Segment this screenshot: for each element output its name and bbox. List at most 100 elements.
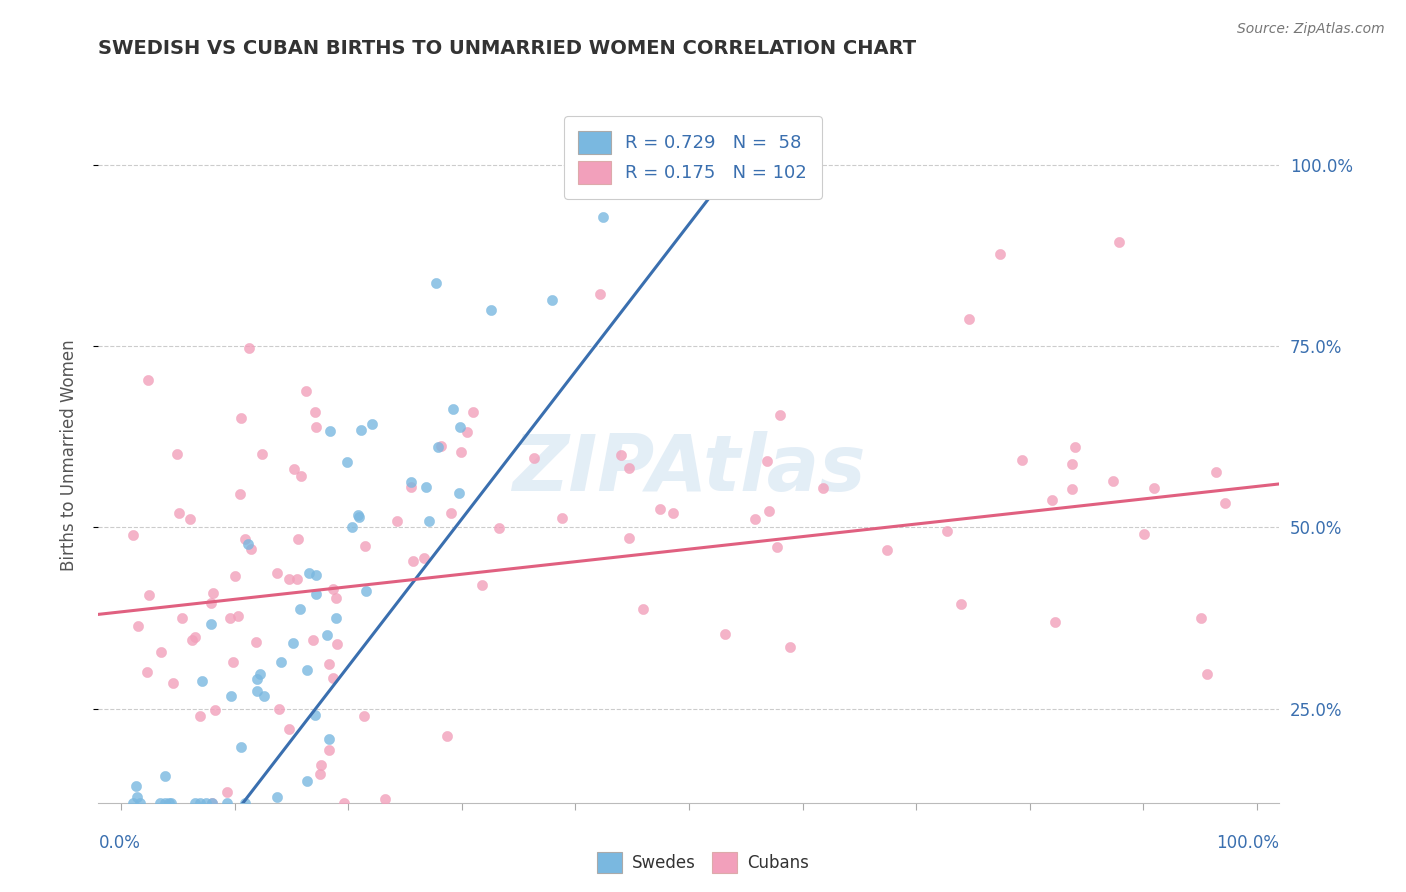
Point — [297, 774, 319, 789]
Point — [336, 455, 359, 469]
Point — [183, 630, 205, 644]
Point — [588, 287, 610, 301]
Point — [1213, 496, 1236, 510]
Text: 0.0%: 0.0% — [98, 834, 141, 852]
Point — [302, 632, 325, 647]
Point — [325, 611, 347, 625]
Point — [610, 448, 633, 462]
Point — [332, 796, 354, 810]
Point — [661, 506, 683, 520]
Point — [231, 739, 253, 754]
Point — [122, 528, 145, 542]
Point — [449, 419, 471, 434]
Point — [246, 683, 269, 698]
Point — [188, 796, 211, 810]
Point — [418, 514, 440, 528]
Point — [190, 674, 212, 689]
Point — [385, 514, 408, 528]
Point — [340, 519, 363, 533]
Point — [250, 447, 273, 461]
Point — [551, 511, 574, 525]
Point — [1045, 615, 1067, 629]
Point — [224, 568, 246, 582]
Point — [769, 408, 792, 422]
Point — [219, 611, 242, 625]
Point — [304, 405, 326, 419]
Point — [415, 480, 437, 494]
Point — [744, 512, 766, 526]
Point — [876, 543, 898, 558]
Point — [714, 121, 737, 136]
Point — [200, 617, 222, 632]
Point — [233, 796, 256, 810]
Point — [440, 506, 463, 520]
Point — [138, 588, 160, 602]
Point — [201, 796, 224, 810]
Point — [412, 550, 434, 565]
Point — [162, 676, 184, 690]
Point — [136, 373, 159, 387]
Text: 100.0%: 100.0% — [1216, 834, 1279, 852]
Point — [988, 247, 1011, 261]
Point — [266, 566, 288, 580]
Point — [479, 303, 502, 318]
Point — [779, 640, 801, 654]
Point — [353, 709, 375, 723]
Point — [200, 596, 222, 610]
Point — [228, 609, 250, 624]
Point — [167, 506, 190, 520]
Point — [399, 480, 422, 494]
Point — [1062, 483, 1084, 497]
Point — [354, 583, 377, 598]
Point — [222, 656, 245, 670]
Point — [229, 411, 252, 425]
Point — [318, 657, 340, 671]
Point — [471, 578, 494, 592]
Point — [283, 462, 305, 476]
Point — [935, 524, 957, 538]
Point — [253, 689, 276, 703]
Point — [449, 486, 471, 500]
Point — [179, 511, 201, 525]
Point — [246, 672, 269, 686]
Point — [450, 445, 472, 459]
Point — [285, 572, 308, 586]
Text: SWEDISH VS CUBAN BIRTHS TO UNMARRIED WOMEN CORRELATION CHART: SWEDISH VS CUBAN BIRTHS TO UNMARRIED WOM… — [98, 39, 917, 58]
Point — [350, 424, 373, 438]
Point — [1101, 475, 1123, 489]
Point — [288, 602, 311, 616]
Point — [347, 509, 370, 524]
Point — [322, 582, 344, 597]
Point — [1195, 666, 1218, 681]
Point — [401, 475, 423, 489]
Point — [318, 743, 340, 757]
Text: Source: ZipAtlas.com: Source: ZipAtlas.com — [1237, 22, 1385, 37]
Point — [441, 402, 464, 417]
Point — [172, 611, 194, 625]
Point — [304, 587, 326, 601]
Point — [631, 602, 654, 616]
Point — [318, 731, 340, 746]
Point — [125, 780, 148, 794]
Point — [295, 384, 318, 399]
Point — [950, 597, 973, 611]
Point — [755, 453, 778, 467]
Point — [733, 121, 755, 136]
Point — [319, 424, 342, 438]
Point — [277, 722, 299, 736]
Point — [201, 796, 224, 810]
Point — [322, 671, 344, 685]
Point — [195, 796, 218, 810]
Point — [229, 487, 252, 501]
Point — [235, 532, 257, 546]
Point — [127, 619, 149, 633]
Point — [461, 405, 484, 419]
Point — [266, 789, 288, 804]
Point — [298, 566, 321, 580]
Point — [430, 439, 453, 453]
Point — [188, 709, 211, 723]
Point — [219, 690, 242, 704]
Legend: Swedes, Cubans: Swedes, Cubans — [591, 846, 815, 880]
Point — [238, 537, 260, 551]
Point — [270, 655, 292, 669]
